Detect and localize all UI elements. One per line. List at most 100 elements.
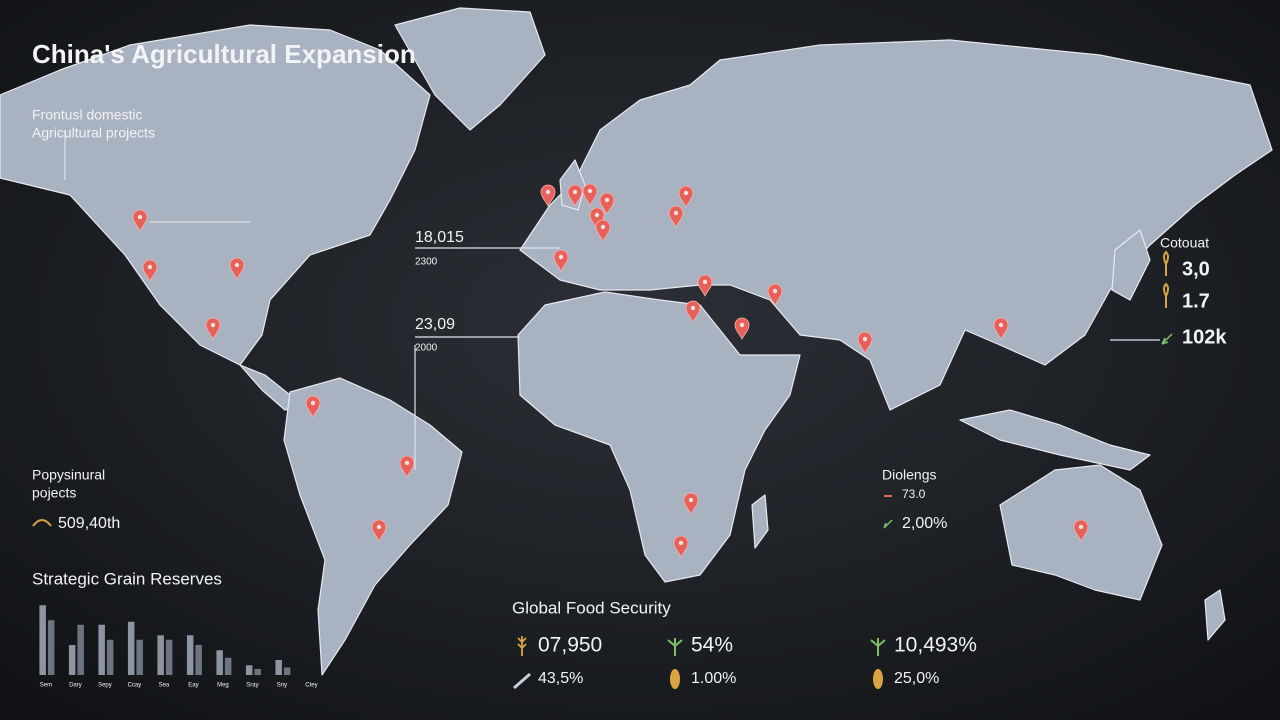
pin	[540, 184, 556, 207]
pin	[599, 192, 615, 215]
x-tick-label: Dary	[69, 683, 82, 689]
pin-dot	[702, 279, 708, 285]
bar	[127, 621, 135, 675]
chart-title: Strategic Grain Reserves	[32, 569, 222, 588]
pin-dot	[683, 190, 689, 196]
panel-line: pojects	[32, 485, 76, 501]
africa	[517, 291, 801, 583]
pin-dot	[137, 214, 143, 220]
panel-stat: 2,00%	[902, 515, 947, 532]
pin-dot	[673, 210, 679, 216]
pin	[993, 317, 1009, 340]
pin	[553, 249, 569, 272]
wheat-icon	[1163, 282, 1169, 308]
panel-title: Cotouat	[1160, 235, 1209, 251]
pin-dot	[587, 188, 593, 194]
pin	[582, 183, 598, 206]
panel-stat: 3,0	[1182, 258, 1210, 280]
sprout-icon	[667, 638, 683, 656]
sprout-icon	[870, 638, 886, 656]
pin	[205, 317, 221, 340]
section-title: Global Food Security	[512, 598, 671, 617]
x-tick-label: Ctey	[305, 683, 317, 689]
pin	[685, 300, 701, 323]
bar	[68, 645, 76, 675]
pin	[734, 317, 750, 340]
sprout-icon	[1161, 333, 1173, 345]
pin	[673, 535, 689, 558]
eurasia	[519, 39, 1273, 411]
wheat-icon	[517, 636, 527, 656]
pin	[229, 257, 245, 280]
pin-dot	[690, 305, 696, 311]
pin-dot	[998, 322, 1004, 328]
pin	[1073, 519, 1089, 542]
pin	[132, 209, 148, 232]
bar	[245, 665, 253, 675]
x-tick-label: Sem	[40, 683, 52, 689]
bar	[165, 639, 173, 675]
north-america	[0, 24, 431, 366]
bar	[216, 650, 223, 675]
southeast-asia-islands	[959, 409, 1151, 471]
world-map	[0, 7, 1273, 676]
x-tick-label: Eay	[188, 683, 198, 689]
panel-stat: 1.7	[1182, 290, 1210, 312]
security-stat: 10,493%	[894, 634, 977, 657]
bar	[275, 660, 282, 675]
panel-stat: 73.0	[902, 487, 926, 501]
pin	[567, 184, 583, 207]
pin-dot	[772, 288, 778, 294]
note-line: Agricultural projects	[32, 125, 155, 141]
project-pins	[132, 183, 1089, 558]
greenland	[394, 7, 546, 131]
pin	[678, 185, 694, 208]
pin	[371, 519, 387, 542]
pin	[697, 274, 713, 297]
pin	[668, 205, 684, 228]
grain-chart: Sem Dary Sepy Ccay Sea Eay Meg Sray Sny Ctey	[39, 605, 318, 689]
bar	[106, 639, 114, 675]
pin-dot	[688, 497, 694, 503]
callout-value: 18,015	[415, 229, 464, 246]
bar	[157, 635, 164, 675]
pin-dot	[545, 189, 551, 195]
panel-line: Popysinural	[32, 467, 105, 483]
security-stat: 43,5%	[538, 670, 583, 687]
bar	[98, 624, 105, 675]
bar	[283, 667, 291, 675]
pin	[142, 259, 158, 282]
x-tick-label: Sepy	[98, 683, 112, 689]
madagascar	[751, 494, 769, 549]
harvest-icon	[32, 519, 52, 527]
corn-icon	[873, 669, 883, 689]
x-tick-label: Sray	[246, 683, 258, 689]
panel-stat: 102k	[1182, 326, 1227, 348]
pin-dot	[234, 262, 240, 268]
pin-dot	[678, 540, 684, 546]
pin-dot	[862, 336, 868, 342]
bar	[39, 605, 46, 675]
x-tick-label: Ccay	[128, 683, 142, 689]
bar	[47, 620, 55, 675]
food-security-icons	[513, 636, 886, 690]
security-stat: 1.00%	[691, 670, 736, 687]
security-stat: 07,950	[538, 634, 602, 657]
grain-icon	[513, 672, 531, 690]
japan	[1111, 229, 1151, 301]
security-stat: 25,0%	[894, 670, 939, 687]
pin	[595, 219, 611, 242]
pin-dot	[594, 212, 600, 218]
bar	[224, 657, 232, 675]
note-line: Frontusl domestic	[32, 107, 142, 123]
pin-dot	[310, 400, 316, 406]
bar	[136, 639, 143, 675]
callout-value: 23,09	[415, 316, 455, 333]
pin-dot	[404, 460, 410, 466]
new-zealand	[1204, 589, 1226, 641]
wheat-icon	[1163, 250, 1169, 276]
panel-stat: 509,40th	[58, 515, 120, 532]
x-tick-label: Meg	[217, 683, 229, 689]
